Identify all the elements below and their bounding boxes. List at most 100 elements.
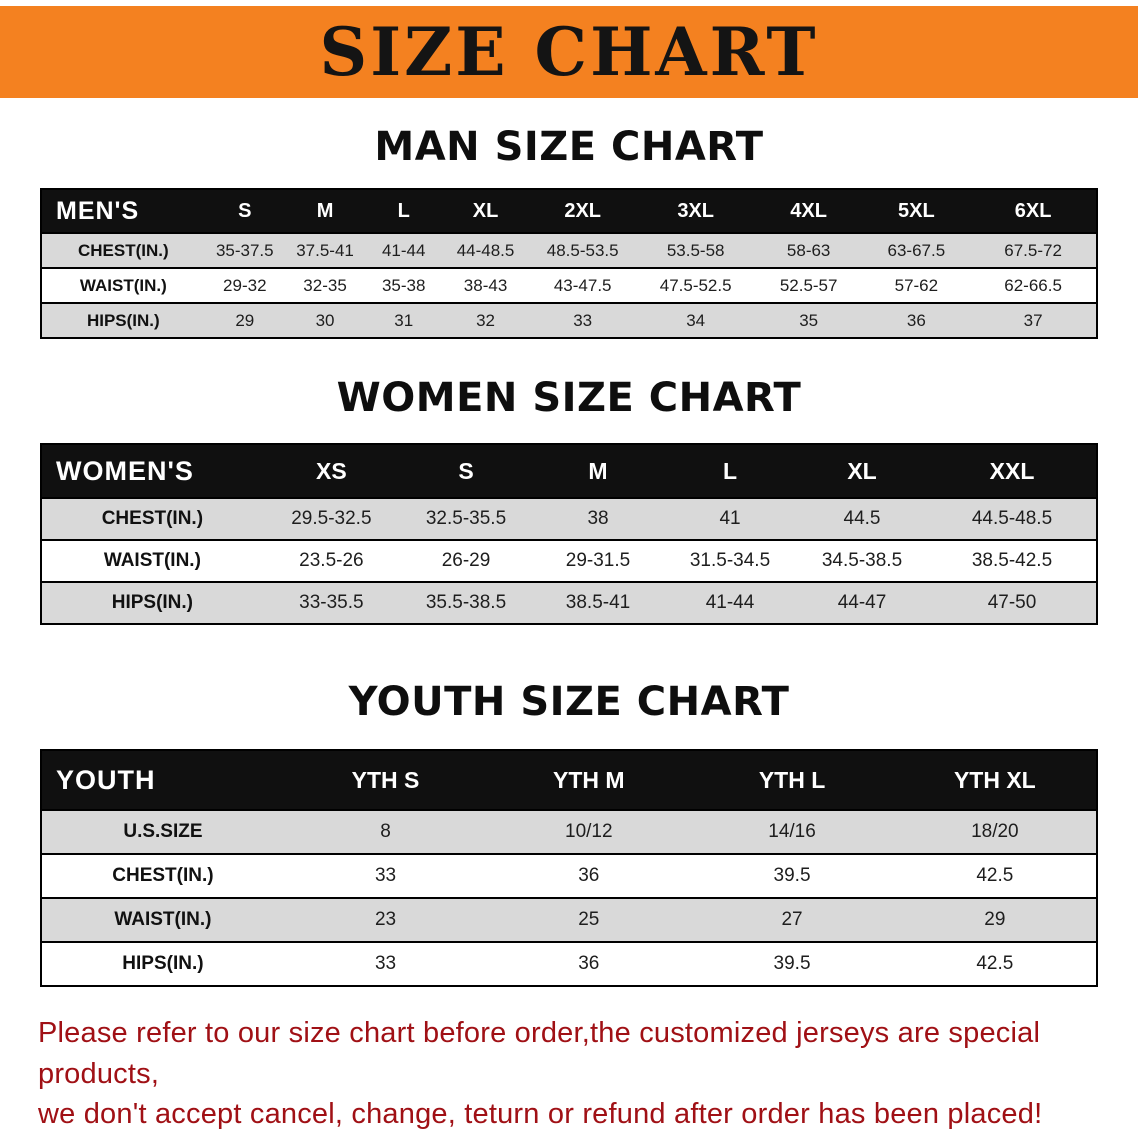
row-label-cell: U.S.SIZE (41, 809, 284, 855)
value-cell: 42.5 (893, 853, 1097, 899)
table-row: WAIST(IN.) 23.5-26 26-29 29-31.5 31.5-34.5 34… (41, 539, 1097, 583)
value-cell: 27 (690, 897, 894, 943)
size-header-cell: 5XL (862, 188, 971, 234)
size-header-cell: M (284, 188, 366, 234)
size-header-cell: XS (262, 443, 401, 499)
table-row: HIPS(IN.) 33 36 39.5 42.5 (41, 941, 1097, 987)
value-cell: 35 (754, 302, 863, 339)
value-cell: 31.5-34.5 (664, 539, 797, 583)
row-label-cell: WAIST(IN.) (41, 267, 205, 304)
value-cell: 41 (664, 497, 797, 541)
men-size-table: MEN'S S M L XL 2XL 3XL 4XL 5XL 6XL CHEST(IN.) 35-37… (40, 188, 1098, 339)
value-cell: 58-63 (754, 232, 863, 269)
value-cell: 57-62 (862, 267, 971, 304)
value-cell: 36 (862, 302, 971, 339)
value-cell: 39.5 (690, 941, 894, 987)
value-cell: 30 (284, 302, 366, 339)
table-row: CHEST(IN.) 35-37.5 37.5-41 41-44 44-48.5 48.5… (41, 232, 1097, 269)
value-cell: 14/16 (690, 809, 894, 855)
size-header-cell: 3XL (636, 188, 755, 234)
value-cell: 42.5 (893, 941, 1097, 987)
value-cell: 32-35 (284, 267, 366, 304)
table-row: WAIST(IN.) 29-32 32-35 35-38 38-43 43-47.5 47.… (41, 267, 1097, 304)
value-cell: 23.5-26 (262, 539, 401, 583)
value-cell: 31 (365, 302, 443, 339)
youth-section-heading: YOUTH SIZE CHART (348, 679, 790, 725)
row-label-cell: CHEST(IN.) (41, 497, 263, 541)
man-size-section: MAN SIZE CHART MEN'S S M L XL 2XL 3XL 4XL 5XL 6XL… (0, 124, 1138, 339)
value-cell: 8 (283, 809, 488, 855)
youth-size-section: YOUTH SIZE CHART YOUTH YTH S YTH M YTH L YTH… (0, 679, 1138, 987)
value-cell: 35.5-38.5 (400, 581, 533, 625)
value-cell: 43-47.5 (528, 267, 637, 304)
value-cell: 18/20 (893, 809, 1097, 855)
banner: SIZE CHART (0, 6, 1138, 98)
table-title-cell: WOMEN'S (41, 443, 263, 499)
size-header-cell: YTH XL (893, 749, 1097, 811)
value-cell: 29 (893, 897, 1097, 943)
women-size-section: WOMEN SIZE CHART WOMEN'S XS S M L XL XXL CHEST(… (0, 375, 1138, 625)
page-title: SIZE CHART (319, 13, 819, 91)
size-header-cell: YTH S (283, 749, 488, 811)
value-cell: 44.5 (796, 497, 929, 541)
disclaimer-line-2: we don't accept cancel, change, teturn o… (38, 1098, 1043, 1131)
table-row: CHEST(IN.) 33 36 39.5 42.5 (41, 853, 1097, 899)
row-label-cell: WAIST(IN.) (41, 897, 284, 943)
value-cell: 47-50 (928, 581, 1097, 625)
table-header-row: WOMEN'S XS S M L XL XXL (41, 443, 1097, 499)
disclaimer-line-1: Please refer to our size chart before or… (38, 1017, 1041, 1090)
value-cell: 26-29 (400, 539, 533, 583)
table-title-cell: MEN'S (41, 188, 205, 234)
value-cell: 53.5-58 (636, 232, 755, 269)
value-cell: 39.5 (690, 853, 894, 899)
disclaimer-note: Please refer to our size chart before or… (0, 1013, 1138, 1135)
women-size-table: WOMEN'S XS S M L XL XXL CHEST(IN.) 29.5-32.5 32.5… (40, 443, 1098, 625)
value-cell: 29 (204, 302, 285, 339)
value-cell: 35-38 (365, 267, 443, 304)
value-cell: 25 (487, 897, 691, 943)
value-cell: 36 (487, 853, 691, 899)
value-cell: 36 (487, 941, 691, 987)
value-cell: 10/12 (487, 809, 691, 855)
table-header-row: YOUTH YTH S YTH M YTH L YTH XL (41, 749, 1097, 811)
women-section-heading: WOMEN SIZE CHART (336, 375, 802, 421)
row-label-cell: WAIST(IN.) (41, 539, 263, 583)
youth-size-table: YOUTH YTH S YTH M YTH L YTH XL U.S.SIZE 8 10/12… (40, 749, 1098, 987)
value-cell: 38.5-41 (532, 581, 665, 625)
man-section-heading: MAN SIZE CHART (374, 124, 764, 170)
value-cell: 63-67.5 (862, 232, 971, 269)
value-cell: 38.5-42.5 (928, 539, 1097, 583)
table-row: CHEST(IN.) 29.5-32.5 32.5-35.5 38 41 44.5 44.5… (41, 497, 1097, 541)
value-cell: 35-37.5 (204, 232, 285, 269)
value-cell: 34.5-38.5 (796, 539, 929, 583)
table-header-row: MEN'S S M L XL 2XL 3XL 4XL 5XL 6XL (41, 188, 1097, 234)
value-cell: 29-32 (204, 267, 285, 304)
table-title-cell: YOUTH (41, 749, 284, 811)
size-header-cell: YTH M (487, 749, 691, 811)
size-chart-page: SIZE CHART MAN SIZE CHART MEN'S S M L XL 2XL 3… (0, 6, 1138, 1135)
value-cell: 29-31.5 (532, 539, 665, 583)
value-cell: 29.5-32.5 (262, 497, 401, 541)
table-row: HIPS(IN.) 29 30 31 32 33 34 35 36 37 (41, 302, 1097, 339)
value-cell: 37.5-41 (284, 232, 366, 269)
value-cell: 44-48.5 (442, 232, 529, 269)
size-header-cell: 4XL (754, 188, 863, 234)
value-cell: 41-44 (664, 581, 797, 625)
table-row: U.S.SIZE 8 10/12 14/16 18/20 (41, 809, 1097, 855)
size-header-cell: 2XL (528, 188, 637, 234)
row-label-cell: HIPS(IN.) (41, 581, 263, 625)
row-label-cell: CHEST(IN.) (41, 232, 205, 269)
size-header-cell: S (204, 188, 285, 234)
size-header-cell: YTH L (690, 749, 894, 811)
size-header-cell: L (365, 188, 443, 234)
row-label-cell: HIPS(IN.) (41, 302, 205, 339)
table-row: WAIST(IN.) 23 25 27 29 (41, 897, 1097, 943)
value-cell: 52.5-57 (754, 267, 863, 304)
size-header-cell: L (664, 443, 797, 499)
value-cell: 38-43 (442, 267, 529, 304)
value-cell: 33 (283, 853, 488, 899)
row-label-cell: HIPS(IN.) (41, 941, 284, 987)
table-row: HIPS(IN.) 33-35.5 35.5-38.5 38.5-41 41-44 44-… (41, 581, 1097, 625)
value-cell: 67.5-72 (970, 232, 1097, 269)
value-cell: 34 (636, 302, 755, 339)
